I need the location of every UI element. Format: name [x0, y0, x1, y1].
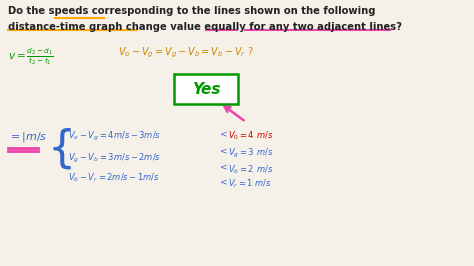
Text: $<$: $<$: [218, 163, 228, 172]
Text: $v = \frac{d_2 - d_1}{t_2 - t_1}$: $v = \frac{d_2 - d_1}{t_2 - t_1}$: [8, 46, 54, 67]
Text: $V_g = 3\ m/s$: $V_g = 3\ m/s$: [228, 147, 273, 160]
Text: distance-time graph change value equally for any two adjacent lines?: distance-time graph change value equally…: [8, 22, 402, 32]
Text: $V_b - V_r = 2m/s - 1m/s$: $V_b - V_r = 2m/s - 1m/s$: [68, 172, 160, 185]
Text: $V_g - V_b = 3m/s - 2m/s$: $V_g - V_b = 3m/s - 2m/s$: [68, 152, 161, 165]
Text: $= |m/s$: $= |m/s$: [8, 130, 47, 144]
Text: Vr: Vr: [443, 67, 451, 72]
FancyBboxPatch shape: [174, 74, 238, 104]
Text: {: {: [48, 128, 76, 171]
Text: $<$: $<$: [218, 130, 228, 139]
Text: Vo: Vo: [307, 67, 315, 72]
Text: $V_o - V_g = 4m/s - 3m/s$: $V_o - V_g = 4m/s - 3m/s$: [68, 130, 161, 143]
Text: Do the speeds corresponding to the lines shown on the following: Do the speeds corresponding to the lines…: [8, 6, 375, 16]
Text: $<$: $<$: [218, 147, 228, 156]
Text: Vg: Vg: [315, 67, 324, 72]
Text: Yes: Yes: [192, 81, 220, 97]
Text: $V_o - V_g = V_g - V_b = V_b - V_r\ ?$: $V_o - V_g = V_g - V_b = V_b - V_r\ ?$: [118, 46, 254, 60]
Text: $V_b = 2\ m/s$: $V_b = 2\ m/s$: [228, 163, 273, 176]
Text: Vb: Vb: [325, 67, 335, 72]
Text: $V_r = 1\ m/s$: $V_r = 1\ m/s$: [228, 178, 272, 190]
Text: $<$: $<$: [218, 178, 228, 187]
Y-axis label: Distance (m): Distance (m): [267, 146, 273, 186]
Text: $V_0 = 4\ m/s$: $V_0 = 4\ m/s$: [228, 130, 273, 143]
